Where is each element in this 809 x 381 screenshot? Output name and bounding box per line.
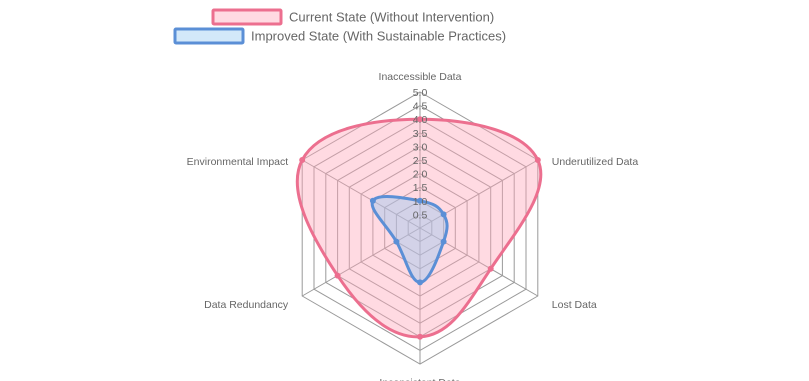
legend-item-improved[interactable]: Improved State (With Sustainable Practic…: [173, 27, 506, 45]
axis-label: Data Redundancy: [204, 299, 289, 311]
grid-spoke: [419, 159, 539, 229]
legend-swatch-current: [211, 8, 283, 26]
grid-spoke: [301, 227, 421, 297]
legend-label-improved: Improved State (With Sustainable Practic…: [251, 29, 506, 44]
axis-label: Environmental Impact: [187, 156, 289, 168]
tick-label: 4.0: [413, 114, 428, 126]
legend-item-current[interactable]: Current State (Without Intervention): [211, 8, 494, 26]
tick-label: 3.5: [413, 128, 428, 140]
radar-series: [295, 116, 543, 340]
legend: Current State (Without Intervention) Imp…: [173, 8, 506, 45]
axis-label: Inaccessible Data: [379, 71, 462, 83]
tick-label: 1.0: [413, 196, 428, 208]
data-point[interactable]: [534, 157, 541, 163]
axis-label: Underutilized Data: [552, 156, 639, 168]
data-point[interactable]: [440, 238, 447, 245]
axis-label: Lost Data: [552, 299, 597, 311]
legend-label-current: Current State (Without Intervention): [289, 10, 494, 25]
tick-label: 4.5: [413, 101, 428, 113]
legend-swatch-improved: [173, 27, 245, 45]
radial-tick-labels: 0.51.0 1.52.0 2.5 3.03.5 4.04.5 5.0: [413, 87, 428, 221]
grid-spoke: [301, 159, 421, 229]
tick-label: 2.5: [413, 155, 428, 167]
data-point[interactable]: [417, 333, 423, 340]
tick-label: 1.5: [413, 182, 428, 194]
data-point[interactable]: [299, 157, 306, 163]
data-point[interactable]: [417, 116, 423, 123]
tick-label: 3.0: [413, 141, 428, 153]
axis-labels: Inaccessible Data Underutilized Data Lost …: [187, 71, 639, 381]
grid-spoke: [419, 227, 539, 297]
tick-label: 2.0: [413, 169, 428, 181]
axis-label: Inconsistent Data: [379, 377, 460, 381]
data-point[interactable]: [487, 265, 494, 272]
data-point[interactable]: [393, 238, 400, 245]
tick-label: 5.0: [413, 87, 428, 99]
data-point[interactable]: [440, 211, 447, 218]
data-point[interactable]: [417, 197, 423, 204]
tick-label: 0.5: [413, 209, 428, 221]
data-point[interactable]: [417, 279, 423, 286]
data-point[interactable]: [369, 197, 376, 204]
data-point[interactable]: [334, 272, 341, 279]
